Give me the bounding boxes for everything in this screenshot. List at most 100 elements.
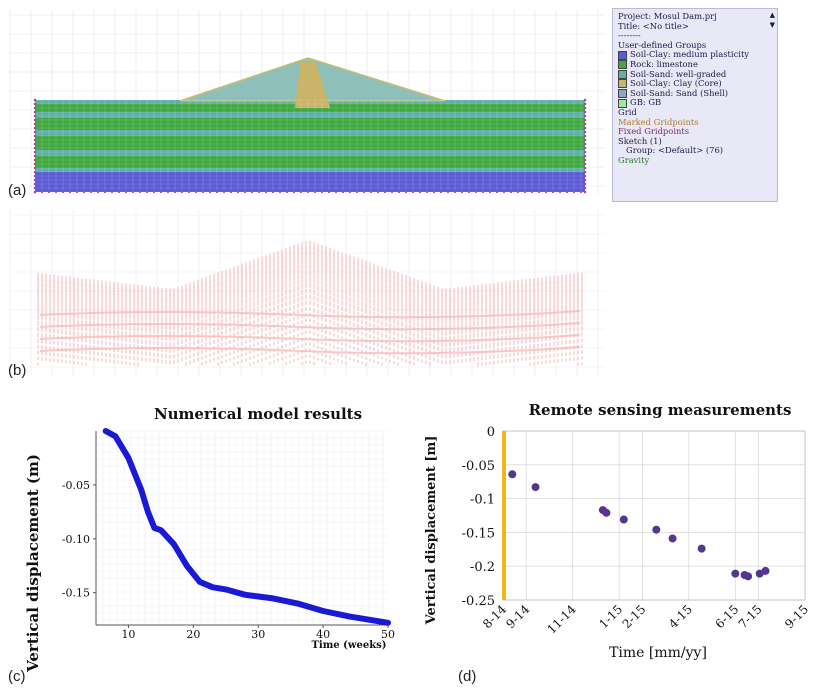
series-line xyxy=(102,428,391,626)
fixed-gridpoint xyxy=(33,158,37,162)
fixed-gridpoint xyxy=(583,118,587,122)
y-tick-label: -0.25 xyxy=(462,594,495,609)
fixed-gridpoint xyxy=(285,190,289,194)
foundation-layer xyxy=(35,130,585,136)
fixed-gridpoint xyxy=(271,190,275,194)
fixed-gridpoint xyxy=(583,122,587,126)
legend-swatch xyxy=(618,79,627,89)
fixed-gridpoint xyxy=(327,190,331,194)
scroll-down-icon[interactable]: ▼ xyxy=(769,21,775,29)
legend-extra-item: Group: <Default> (76) xyxy=(626,145,724,156)
data-point xyxy=(602,508,611,517)
fixed-gridpoint xyxy=(250,190,254,194)
chart-c-plot: -0.05 -0.10 -0.15 10 20 30 40 50 xyxy=(62,428,395,641)
fixed-gridpoint xyxy=(439,190,443,194)
fixed-gridpoint xyxy=(583,170,587,174)
legend-extra-item: Grid xyxy=(618,106,637,117)
fixed-gridpoint xyxy=(180,190,184,194)
fixed-gridpoint xyxy=(131,190,135,194)
y-tick-label: -0.2 xyxy=(470,560,495,575)
foundation-layer xyxy=(35,112,585,118)
model-legend: ▲ ▼ Project: Mosul Dam.prj Title: <No ti… xyxy=(612,8,778,202)
y-tick-label: -0.05 xyxy=(62,479,90,492)
x-tick-label: 1-15 xyxy=(596,602,625,631)
fixed-gridpoint xyxy=(530,190,534,194)
fixed-gridpoint xyxy=(313,190,317,194)
legend-extra-item: Gravity xyxy=(618,154,650,165)
fixed-gridpoint xyxy=(320,190,324,194)
fixed-gridpoint xyxy=(33,154,37,158)
fixed-gridpoint xyxy=(509,190,513,194)
foundation-layer xyxy=(35,172,585,192)
fixed-gridpoint xyxy=(33,102,37,106)
legend-group-item: Soil-Clay: Clay (Core) xyxy=(618,79,772,89)
fixed-gridpoint xyxy=(583,98,587,102)
fixed-gridpoint xyxy=(583,138,587,142)
fixed-gridpoint xyxy=(33,162,37,166)
fixed-gridpoint xyxy=(579,190,583,194)
fixed-gridpoint xyxy=(348,190,352,194)
legend-group-item: Soil-Sand: well-graded xyxy=(618,68,772,80)
fixed-gridpoint xyxy=(583,182,587,186)
fixed-gridpoint xyxy=(369,190,373,194)
x-tick-label: 40 xyxy=(316,628,330,641)
fixed-gridpoint xyxy=(583,130,587,134)
x-tick-label: 6-15 xyxy=(712,602,741,631)
legend-extra-item: Fixed Gridpoints xyxy=(618,126,690,137)
fixed-gridpoint xyxy=(47,190,51,194)
fixed-gridpoint xyxy=(583,154,587,158)
fixed-gridpoint xyxy=(355,190,359,194)
dam-mesh-model xyxy=(9,10,605,195)
y-tick-label: -0.05 xyxy=(462,459,495,474)
fixed-gridpoint xyxy=(376,190,380,194)
fixed-gridpoint xyxy=(481,190,485,194)
fixed-gridpoint xyxy=(299,190,303,194)
fixed-gridpoint xyxy=(33,110,37,114)
legend-extra-item: Sketch (1) xyxy=(618,135,662,146)
x-tick-label: 9-15 xyxy=(782,602,811,631)
chart-d-xlabel: Time [mm/yy] xyxy=(609,645,707,661)
fixed-gridpoint xyxy=(583,166,587,170)
fixed-gridpoint xyxy=(425,190,429,194)
legend-group-item: Soil-Clay: medium plasticity xyxy=(618,50,772,60)
legend-title: Title: <No title> xyxy=(618,20,689,31)
fixed-gridpoint xyxy=(33,118,37,122)
fixed-gridpoint xyxy=(474,190,478,194)
fixed-gridpoint xyxy=(418,190,422,194)
x-tick-label: 11-14 xyxy=(544,602,579,637)
fixed-gridpoint xyxy=(33,98,37,102)
fixed-gridpoint xyxy=(572,190,576,194)
fixed-gridpoint xyxy=(558,190,562,194)
fixed-gridpoint xyxy=(404,190,408,194)
fixed-gridpoint xyxy=(236,190,240,194)
fixed-gridpoint xyxy=(432,190,436,194)
fixed-gridpoint xyxy=(103,190,107,194)
y-tick-label: -0.15 xyxy=(62,587,90,600)
fixed-gridpoint xyxy=(292,190,296,194)
scroll-up-icon[interactable]: ▲ xyxy=(769,11,775,19)
panel-label-b: (b) xyxy=(8,362,27,379)
displacement-band xyxy=(39,322,581,331)
fixed-gridpoint xyxy=(583,162,587,166)
fixed-gridpoint xyxy=(243,190,247,194)
chart-d-title: Remote sensing measurements xyxy=(529,401,792,419)
foundation-layer xyxy=(35,136,585,150)
fixed-gridpoint xyxy=(54,190,58,194)
fixed-gridpoint xyxy=(334,190,338,194)
chart-c-ylabel: Vertical displacement (m) xyxy=(24,454,42,673)
panel-label-c: (c) xyxy=(8,668,26,685)
fixed-gridpoint xyxy=(33,150,37,154)
legend-group-label: Soil-Sand: well-graded xyxy=(630,68,727,79)
displacement-band xyxy=(39,334,581,343)
fixed-gridpoint xyxy=(75,190,79,194)
fixed-gridpoint xyxy=(33,142,37,146)
fixed-gridpoint xyxy=(152,190,156,194)
legend-swatch xyxy=(618,69,627,79)
fixed-gridpoint xyxy=(40,190,44,194)
y-tick-label: -0.15 xyxy=(462,526,495,541)
fixed-gridpoint xyxy=(222,190,226,194)
fixed-gridpoint xyxy=(173,190,177,194)
fixed-gridpoint xyxy=(68,190,72,194)
chart-c-xlabel: Time (weeks) xyxy=(311,640,386,651)
fixed-gridpoint xyxy=(460,190,464,194)
